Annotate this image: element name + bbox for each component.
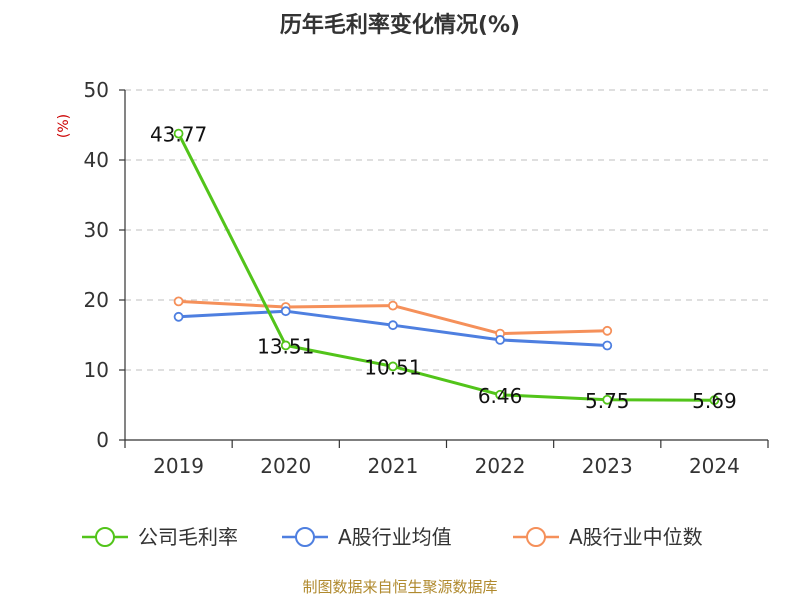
data-point xyxy=(495,389,505,400)
y-tick-label: 40 xyxy=(84,148,109,172)
legend-marker xyxy=(295,527,315,547)
series-layer xyxy=(173,128,720,406)
legend-item: A股行业中位数 xyxy=(513,525,703,549)
y-tick-label: 0 xyxy=(96,428,109,452)
x-tick-label: 2023 xyxy=(582,454,633,478)
x-tick-label: 2022 xyxy=(475,454,526,478)
data-label: 5.69 xyxy=(692,389,737,413)
data-point xyxy=(173,311,184,322)
data-point xyxy=(280,306,291,317)
data-label: 6.46 xyxy=(478,384,523,408)
legend-item: A股行业均值 xyxy=(282,525,452,549)
y-tick-label: 50 xyxy=(84,78,109,102)
x-tick-label: 2019 xyxy=(153,454,204,478)
chart-title: 历年毛利率变化情况(%) xyxy=(280,12,520,38)
data-labels: 43.77 13.51 10.51 6.46 5.75 5.69 xyxy=(150,123,737,414)
data-label: 13.51 xyxy=(257,334,314,358)
series-line xyxy=(177,132,715,402)
legend-label: A股行业均值 xyxy=(338,525,452,549)
y-tick-label: 20 xyxy=(84,288,109,312)
legend-item: 公司毛利率 xyxy=(82,525,238,549)
y-tick-label: 30 xyxy=(84,218,109,242)
data-point xyxy=(602,325,613,336)
data-label: 43.77 xyxy=(150,123,207,147)
legend-label: A股行业中位数 xyxy=(569,525,703,549)
legend-marker xyxy=(95,527,115,547)
data-point xyxy=(173,128,184,139)
data-point xyxy=(388,300,398,311)
legend-label: 公司毛利率 xyxy=(138,525,238,549)
data-label: 5.75 xyxy=(585,389,630,413)
data-point xyxy=(173,296,184,307)
x-tick-label: 2021 xyxy=(367,454,418,478)
x-tick-label: 2024 xyxy=(689,454,740,478)
data-point xyxy=(388,361,398,372)
y-tick-label: 10 xyxy=(84,358,109,382)
data-label: 10.51 xyxy=(364,355,421,379)
axes: 0 10 20 30 40 50 2019 2020 2021 2022 2023 2024 xyxy=(84,78,769,478)
x-tick-label: 2020 xyxy=(260,454,311,478)
data-point xyxy=(602,340,613,351)
data-point xyxy=(280,340,291,351)
y-axis-unit: (%) xyxy=(56,114,72,138)
source-note: 制图数据来自恒生聚源数据库 xyxy=(302,578,497,596)
data-point xyxy=(388,320,398,331)
data-point xyxy=(602,394,613,405)
legend: 公司毛利率 A股行业均值 A股行业中位数 xyxy=(82,525,703,549)
data-point xyxy=(495,334,505,345)
grid-lines xyxy=(125,89,768,371)
legend-marker xyxy=(526,527,546,547)
data-point xyxy=(709,395,720,406)
